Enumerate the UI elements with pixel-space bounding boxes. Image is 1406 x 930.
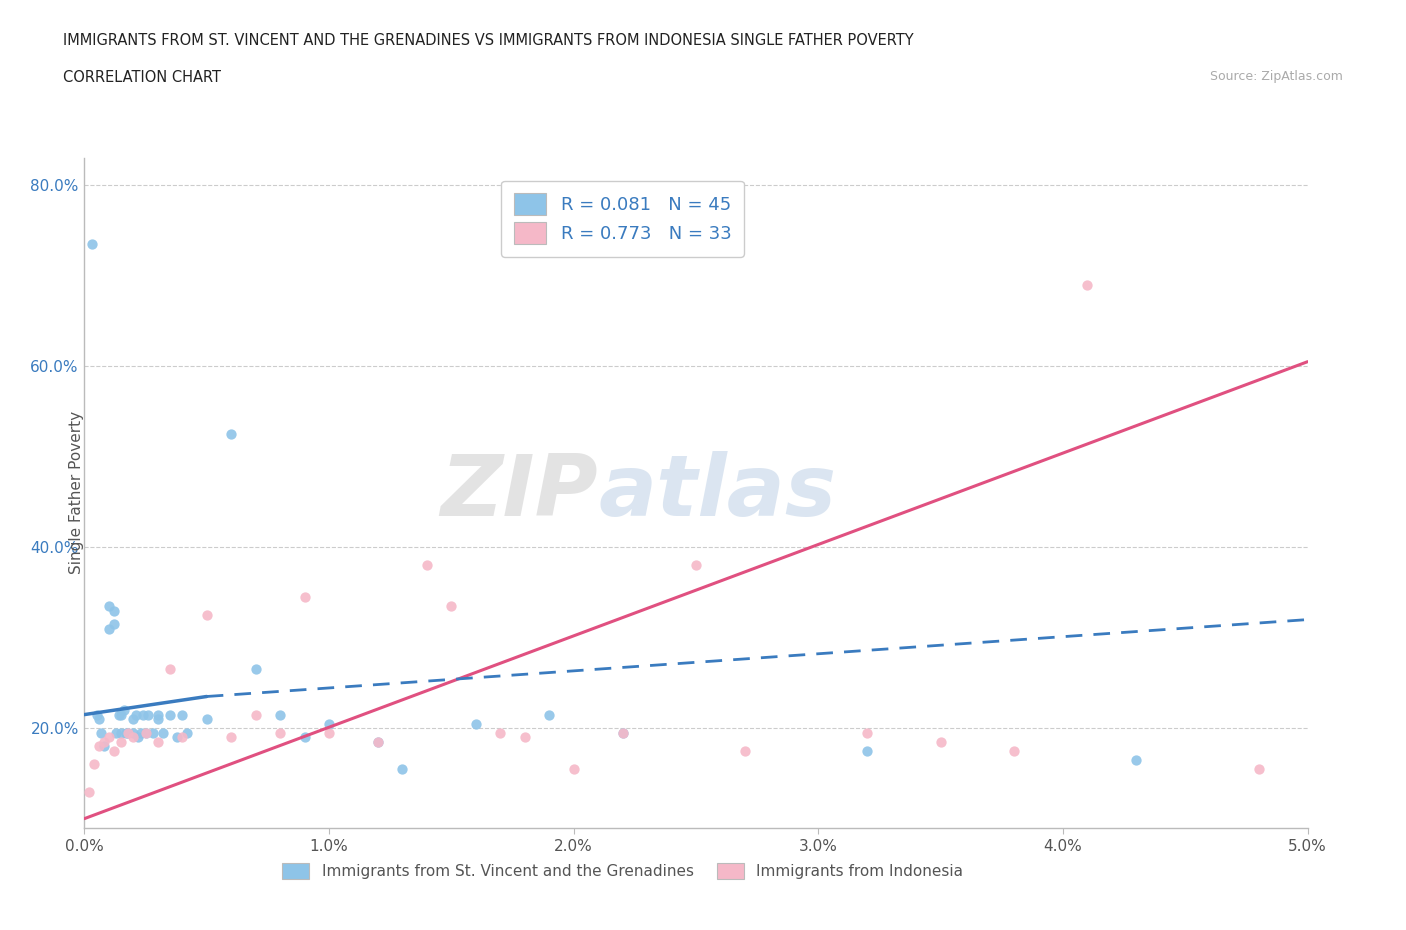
Point bbox=[1125, 752, 1147, 767]
Point bbox=[318, 716, 340, 731]
Point bbox=[176, 725, 198, 740]
Point bbox=[159, 707, 181, 722]
Point bbox=[294, 590, 316, 604]
Point bbox=[195, 711, 218, 726]
Point bbox=[1247, 762, 1270, 777]
Point bbox=[86, 707, 108, 722]
Point bbox=[562, 762, 585, 777]
Point bbox=[269, 707, 291, 722]
Point bbox=[391, 762, 413, 777]
Point bbox=[122, 730, 145, 745]
Point bbox=[117, 725, 139, 740]
Point bbox=[77, 784, 100, 799]
Point bbox=[219, 427, 242, 442]
Point bbox=[97, 621, 120, 636]
Legend: Immigrants from St. Vincent and the Grenadines, Immigrants from Indonesia: Immigrants from St. Vincent and the Gren… bbox=[274, 856, 972, 887]
Point bbox=[856, 725, 879, 740]
Point bbox=[112, 703, 135, 718]
Point bbox=[219, 730, 242, 745]
Point bbox=[90, 725, 112, 740]
Point bbox=[146, 707, 169, 722]
Point bbox=[127, 730, 149, 745]
Point bbox=[146, 735, 169, 750]
Point bbox=[135, 725, 157, 740]
Point bbox=[129, 725, 152, 740]
Point bbox=[110, 707, 132, 722]
Y-axis label: Single Father Poverty: Single Father Poverty bbox=[69, 411, 83, 575]
Text: Source: ZipAtlas.com: Source: ZipAtlas.com bbox=[1209, 70, 1343, 83]
Point bbox=[195, 607, 218, 622]
Point bbox=[734, 743, 756, 758]
Point bbox=[294, 730, 316, 745]
Point bbox=[122, 725, 145, 740]
Point bbox=[93, 735, 115, 750]
Text: ZIP: ZIP bbox=[440, 451, 598, 535]
Point bbox=[856, 743, 879, 758]
Point bbox=[146, 711, 169, 726]
Point bbox=[318, 725, 340, 740]
Point bbox=[142, 725, 165, 740]
Point bbox=[1076, 277, 1098, 292]
Point bbox=[152, 725, 174, 740]
Point bbox=[105, 725, 128, 740]
Point bbox=[538, 707, 561, 722]
Point bbox=[172, 707, 194, 722]
Point bbox=[103, 603, 125, 618]
Point bbox=[612, 725, 634, 740]
Point bbox=[93, 738, 115, 753]
Point bbox=[87, 711, 110, 726]
Point bbox=[125, 707, 148, 722]
Point bbox=[97, 599, 120, 614]
Point bbox=[117, 725, 139, 740]
Point bbox=[87, 738, 110, 753]
Point bbox=[440, 599, 463, 614]
Point bbox=[929, 735, 952, 750]
Point bbox=[269, 725, 291, 740]
Point bbox=[122, 711, 145, 726]
Point bbox=[245, 662, 267, 677]
Point bbox=[135, 725, 157, 740]
Text: atlas: atlas bbox=[598, 451, 837, 535]
Point bbox=[416, 558, 439, 573]
Point bbox=[166, 730, 188, 745]
Point bbox=[110, 725, 132, 740]
Point bbox=[115, 725, 138, 740]
Point bbox=[110, 735, 132, 750]
Point bbox=[107, 707, 129, 722]
Point bbox=[464, 716, 486, 731]
Point bbox=[83, 757, 105, 772]
Point bbox=[685, 558, 707, 573]
Point bbox=[172, 730, 194, 745]
Point bbox=[103, 617, 125, 631]
Point bbox=[159, 662, 181, 677]
Point bbox=[612, 725, 634, 740]
Point bbox=[80, 236, 103, 251]
Point bbox=[367, 735, 389, 750]
Point bbox=[132, 707, 155, 722]
Text: CORRELATION CHART: CORRELATION CHART bbox=[63, 70, 221, 85]
Point bbox=[1002, 743, 1025, 758]
Point bbox=[513, 730, 536, 745]
Point bbox=[367, 735, 389, 750]
Point bbox=[136, 707, 159, 722]
Text: IMMIGRANTS FROM ST. VINCENT AND THE GRENADINES VS IMMIGRANTS FROM INDONESIA SING: IMMIGRANTS FROM ST. VINCENT AND THE GREN… bbox=[63, 33, 914, 47]
Point bbox=[97, 730, 120, 745]
Point bbox=[245, 707, 267, 722]
Point bbox=[103, 743, 125, 758]
Point bbox=[489, 725, 512, 740]
